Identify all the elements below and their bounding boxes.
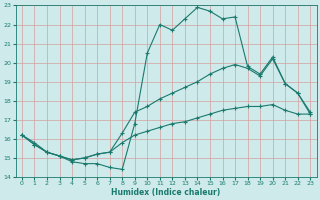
- X-axis label: Humidex (Indice chaleur): Humidex (Indice chaleur): [111, 188, 221, 197]
